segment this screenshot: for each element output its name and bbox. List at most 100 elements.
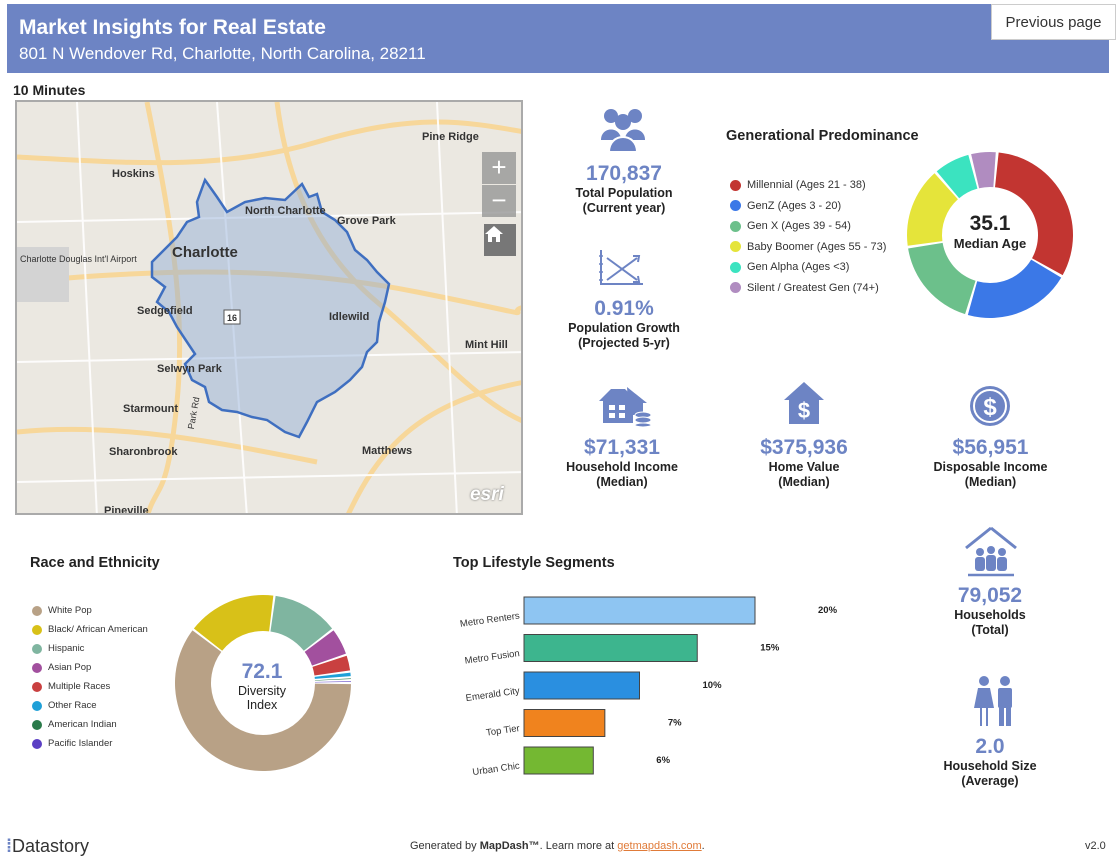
- stat-home-value: $375,936 Home Value (Median): [734, 436, 874, 490]
- footer-credits: Generated by MapDash™. Learn more at get…: [410, 840, 705, 852]
- map-place-label: North Charlotte: [245, 205, 326, 217]
- legend-label: Millennial (Ages 21 - 38): [747, 179, 866, 191]
- header-bar: [7, 4, 1109, 73]
- generational-center: 35.1 Median Age: [940, 212, 1040, 251]
- map-view[interactable]: Pine Ridge Hoskins North Charlotte Grove…: [15, 100, 523, 515]
- map-place-label: Matthews: [362, 445, 412, 457]
- map-canvas[interactable]: Pine Ridge Hoskins North Charlotte Grove…: [17, 102, 523, 515]
- svg-text:$: $: [798, 398, 810, 423]
- zoom-in-button[interactable]: +: [482, 152, 516, 184]
- legend-item: Millennial (Ages 21 - 38): [730, 179, 866, 191]
- legend-item: Black/ African American: [32, 624, 148, 635]
- previous-page-button[interactable]: Previous page: [991, 4, 1116, 40]
- svg-text:$: $: [983, 394, 997, 421]
- households-label: Households: [954, 608, 1026, 622]
- donut-slice-multiple-races: [312, 655, 351, 676]
- datastory-logo: ⁞Datastory: [6, 836, 90, 856]
- stat-households: 79,052 Households (Total): [920, 584, 1060, 638]
- legend-item: American Indian: [32, 719, 117, 730]
- map-home-button[interactable]: [484, 224, 516, 256]
- legend-item: Gen X (Ages 39 - 54): [730, 220, 851, 232]
- bar-emerald-city: [523, 671, 640, 700]
- legend-swatch: [32, 700, 42, 711]
- donut-slice-gen-x-ages-39-54: [908, 242, 976, 315]
- household-income-value: $71,331: [584, 436, 660, 459]
- legend-item: Gen Alpha (Ages <3): [730, 261, 849, 273]
- bar-value-label: 6%: [656, 755, 670, 766]
- legend-swatch: [32, 643, 42, 654]
- disposable-income-sublabel: (Median): [964, 475, 1017, 489]
- legend-item: Baby Boomer (Ages 55 - 73): [730, 241, 886, 253]
- map-place-label: Mint Hill: [465, 339, 508, 351]
- mapdash-link[interactable]: getmapdash.com: [617, 840, 702, 852]
- drive-time-label: 10 Minutes: [13, 82, 86, 98]
- race-center: 72.1 Diversity Index: [212, 660, 312, 712]
- population-value: 170,837: [586, 162, 662, 185]
- legend-swatch: [32, 719, 42, 730]
- airport-area: [17, 247, 69, 302]
- map-road-label: Park Rd: [186, 396, 201, 430]
- legend-label: White Pop: [48, 605, 92, 616]
- legend-item: Hispanic: [32, 643, 84, 654]
- bar-category-label: Emerald City: [465, 686, 521, 704]
- household-income-label: Household Income: [566, 460, 678, 474]
- map-place-label: Pineville: [104, 505, 149, 515]
- donut-slice-white-pop: [175, 630, 351, 771]
- zoom-out-button[interactable]: −: [482, 185, 516, 217]
- home-value-icon: $: [784, 382, 824, 424]
- legend-label: Multiple Races: [48, 681, 111, 692]
- legend-swatch: [32, 605, 42, 616]
- legend-item: Multiple Races: [32, 681, 110, 692]
- stat-growth: 0.91% Population Growth (Projected 5-yr): [554, 297, 694, 351]
- home-value-sublabel: (Median): [778, 475, 830, 489]
- legend-label: Gen Alpha (Ages <3): [747, 261, 850, 273]
- legend-swatch: [32, 681, 42, 692]
- bar-category-label: Metro Fusion: [464, 648, 520, 667]
- median-age-label: Median Age: [953, 236, 1027, 251]
- footer-generated-prefix: Generated by: [410, 840, 477, 852]
- legend-label: Pacific Islander: [48, 738, 113, 749]
- bar-top-tier: [523, 709, 606, 737]
- households-icon: [965, 526, 1017, 577]
- diversity-sublabel: Index: [246, 698, 278, 712]
- generational-donut-chart: [907, 152, 1073, 318]
- dollar-coin-icon: $: [970, 386, 1010, 426]
- legend-label: Baby Boomer (Ages 55 - 73): [747, 240, 887, 253]
- stat-population: 170,837 Total Population (Current year): [554, 162, 694, 216]
- donut-slice-american-indian: [314, 678, 351, 681]
- household-size-value: 2.0: [975, 735, 1005, 758]
- legend-item: Other Race: [32, 700, 97, 711]
- bar-category-label: Metro Renters: [459, 611, 520, 630]
- legend-swatch: [730, 179, 741, 191]
- bar-value-label: 7%: [668, 718, 682, 729]
- drive-time-polygon: [150, 177, 391, 439]
- map-place-label: Sedgefield: [137, 305, 193, 317]
- bar-category-label: Urban Chic: [472, 761, 521, 779]
- route-shield-label: 16: [227, 313, 237, 323]
- legend-item: Silent / Greatest Gen (74+): [730, 282, 879, 294]
- map-place-label: Pine Ridge: [422, 131, 479, 143]
- version-label: v2.0: [1085, 840, 1106, 852]
- legend-label: Hispanic: [48, 643, 85, 654]
- population-icon: [601, 109, 645, 152]
- map-place-label: Selwyn Park: [157, 363, 223, 375]
- growth-label: Population Growth: [568, 321, 680, 335]
- page-title: Market Insights for Real Estate: [19, 16, 326, 39]
- stat-household-size: 2.0 Household Size (Average): [920, 735, 1060, 789]
- household-size-label: Household Size: [943, 759, 1037, 773]
- disposable-income-label: Disposable Income: [933, 460, 1048, 474]
- households-value: 79,052: [957, 584, 1023, 607]
- lifestyle-bar-chart: Metro Renters 20% Metro Fusion 15% Emerald C…: [459, 596, 838, 779]
- map-place-label: Idlewild: [329, 311, 369, 323]
- stat-household-income: $71,331 Household Income (Median): [552, 436, 692, 490]
- route-shield: [223, 309, 241, 325]
- legend-label: Black/ African American: [48, 624, 148, 635]
- footer-mapdash-brand: MapDash™: [479, 840, 540, 852]
- legend-label: Gen X (Ages 39 - 54): [747, 220, 851, 232]
- donut-slice-silent-greatest-gen-74: [971, 152, 996, 189]
- map-roads: [17, 102, 521, 513]
- map-place-label: Grove Park: [337, 215, 397, 227]
- household-income-sublabel: (Median): [596, 475, 648, 489]
- bar-value-label: 10%: [703, 680, 723, 691]
- house-income-icon: [599, 387, 652, 427]
